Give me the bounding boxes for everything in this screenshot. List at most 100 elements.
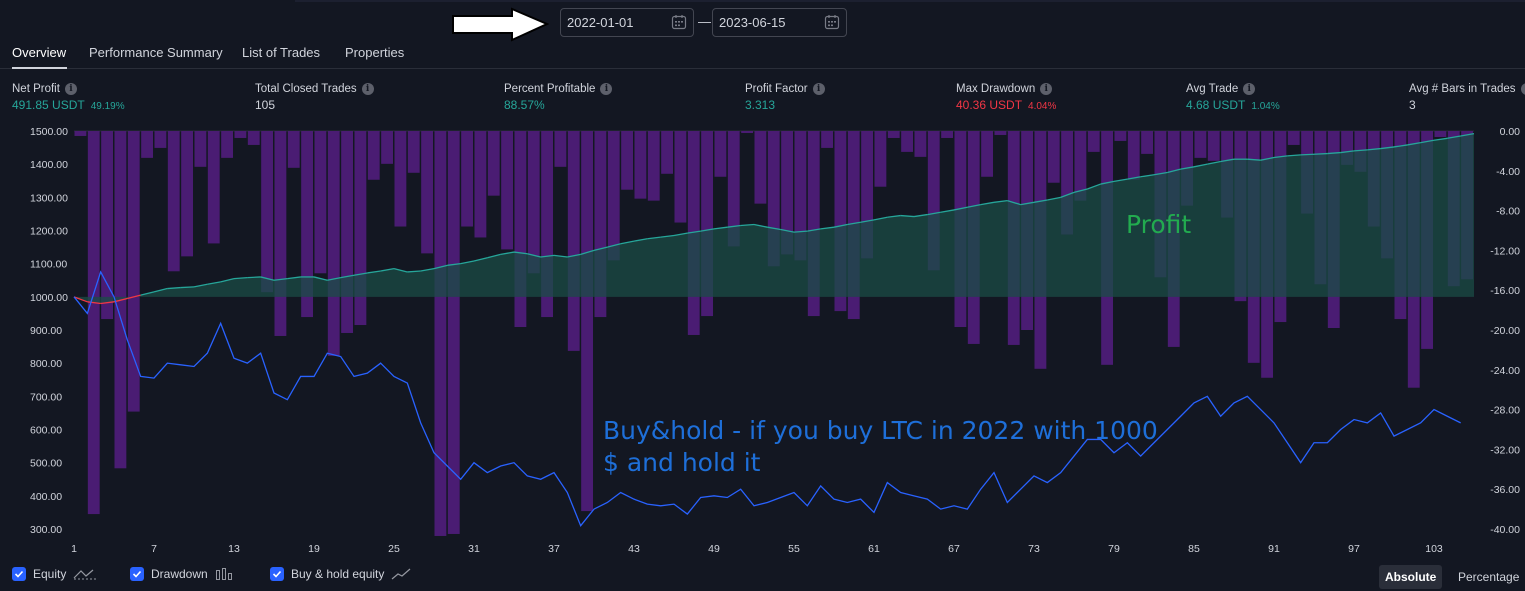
metric-value: 491.85 USDT [12,98,85,112]
calendar-icon[interactable] [671,14,687,30]
equity-line-segment [527,253,541,258]
drawdown-bar [1141,131,1153,154]
drawdown-bar [247,131,260,145]
right-axis-tick-label: -36.00 [1490,484,1520,496]
drawdown-bar [301,131,313,318]
absolute-mode-button[interactable]: Absolute [1379,565,1443,589]
metric-profit-factor: Profit Factor i 3.313 [745,83,825,112]
legend-equity-toggle[interactable]: Equity [12,567,97,581]
drawdown-bar [421,131,433,254]
equity-line-segment [407,270,421,273]
x-axis-tick-label: 97 [1348,543,1360,555]
left-axis-tick-label: 1300.00 [30,192,68,204]
tab-overview[interactable]: Overview [12,45,67,60]
info-icon[interactable]: i [812,83,825,95]
drawdown-bar [981,131,993,177]
legend-buy-hold-toggle[interactable]: Buy & hold equity [270,567,411,581]
calendar-icon[interactable] [824,14,840,30]
equity-line-segment [1447,135,1461,139]
equity-line-segment [487,253,501,259]
drawdown-bar [194,131,207,167]
metric-avg-bars: Avg # Bars in Trades i 3 [1409,83,1525,112]
legend-drawdown-toggle[interactable]: Drawdown [130,567,233,581]
drawdown-bar [821,131,833,148]
info-icon[interactable]: i [1040,83,1053,95]
equity-line-segment [500,251,515,256]
drawdown-bar [261,131,273,293]
drawdown-bar [901,131,913,152]
equity-line-segment [620,240,635,245]
drawdown-bar [1061,131,1073,235]
equity-line-segment [660,234,675,238]
equity-line-segment [247,276,261,279]
x-axis-tick-label: 73 [1028,543,1040,555]
info-icon[interactable]: i [64,83,77,95]
equity-line-segment [780,228,795,233]
drawdown-bar [1127,131,1140,180]
tab-performance-summary[interactable]: Performance Summary [89,45,223,60]
drawdown-bar [927,131,940,271]
equity-line-segment [607,243,621,248]
metric-max-drawdown: Max Drawdown i 40.36 USDT 4.04% [956,83,1056,112]
equity-line-segment [1073,188,1088,193]
drawdown-bar [287,131,300,168]
equity-line-segment [567,253,581,258]
date-range-separator: — [698,14,711,29]
checkbox-checked[interactable] [12,567,26,581]
start-date-input[interactable]: 2022-01-01 [560,8,694,37]
start-date-value: 2022-01-01 [567,15,634,30]
right-axis-tick-label: -12.00 [1490,245,1520,257]
x-axis-tick-label: 67 [948,543,960,555]
info-icon[interactable]: i [361,83,374,95]
metric-label: Percent Profitable [504,83,596,95]
percentage-mode-button[interactable]: Percentage [1458,570,1520,584]
equity-line-segment [820,226,835,230]
drawdown-bar [647,131,660,201]
x-axis-tick-label: 49 [708,543,720,555]
tab-properties[interactable]: Properties [345,45,405,60]
metric-value: 88.57% [504,98,545,112]
drawdown-bar [714,131,727,177]
equity-line-segment [927,211,941,216]
right-axis-tick-label: -24.00 [1490,365,1520,377]
equity-line-segment [380,268,395,272]
info-icon[interactable]: i [600,83,613,95]
drawdown-bar [1287,131,1300,145]
equity-line-segment [473,257,488,262]
top-border [295,0,1525,2]
drawdown-bar [754,131,767,204]
legend-label: Equity [33,567,67,581]
drawdown-bar [101,131,113,320]
x-axis-tick-label: 7 [151,543,157,555]
equity-line-segment [273,277,288,281]
right-axis-tick-label: -4.00 [1496,166,1520,178]
equity-line-segment [1460,133,1475,137]
equity-line-segment [860,219,875,223]
metric-value: 40.36 USDT [956,98,1023,112]
right-axis-tick-label: -32.00 [1490,444,1520,456]
equity-line-segment [167,286,181,290]
checkbox-checked[interactable] [270,567,284,581]
tab-list-of-trades[interactable]: List of Trades [242,45,321,60]
drawdown-bar [661,131,673,174]
metric-label: Avg # Bars in Trades [1409,83,1516,95]
info-icon[interactable]: i [1243,83,1256,95]
metric-net-profit: Net Profit i 491.85 USDT 49.19% [12,83,125,112]
equity-line-segment [220,277,235,283]
drawdown-bar [181,131,193,257]
equity-line-segment [233,276,248,280]
equity-line-segment [513,251,528,255]
x-axis-tick-label: 13 [228,543,240,555]
info-icon[interactable]: i [1520,83,1525,95]
equity-line-segment [73,296,88,303]
equity-line-segment [460,260,475,265]
equity-line-segment [393,268,408,273]
equity-line-segment [1313,152,1328,155]
equity-line-segment [980,201,995,206]
end-date-input[interactable]: 2023-06-15 [712,8,847,37]
x-axis-tick-label: 1 [71,543,77,555]
checkbox-checked[interactable] [130,567,144,581]
equity-line-segment [1060,191,1075,198]
equity-line-segment [580,249,595,256]
equity-line-segment [727,224,741,228]
